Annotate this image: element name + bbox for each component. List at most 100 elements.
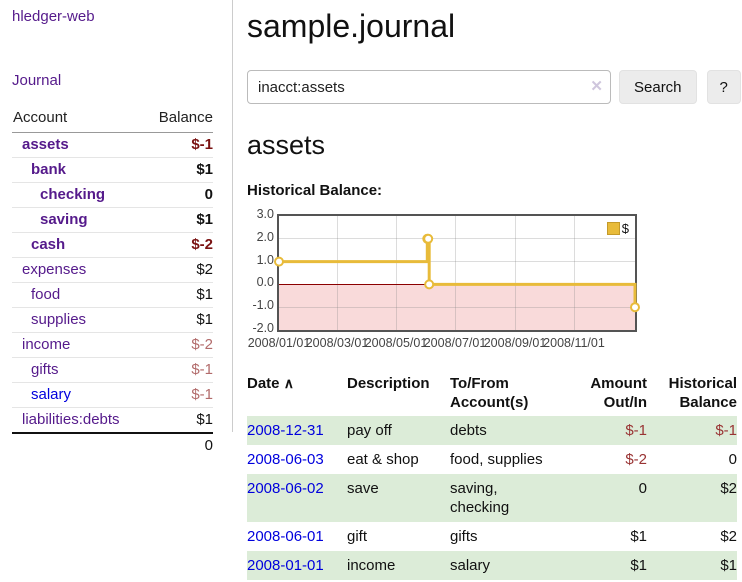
account-row-checking: checking 0 [12,182,213,208]
account-row-expenses: expenses $2 [12,257,213,283]
account-link-assets[interactable]: assets [22,136,69,153]
account-link-salary[interactable]: salary [31,386,72,403]
account-row-cash: cash $-2 [12,232,213,258]
gridline [455,216,456,330]
description-column-header: Description [347,375,430,392]
account-row-liabilities-debts: liabilities:debts $1 [12,407,213,434]
y-tick-label: 1.0 [256,253,274,267]
account-balance: $-1 [144,132,213,158]
accounts-total-row: 0 [12,432,213,458]
account-link-income[interactable]: income [22,336,71,353]
date-column-header: Date ∧ [247,375,294,392]
transaction-balance: $2 [647,474,737,522]
gridline [279,307,635,308]
search-input[interactable] [247,70,611,104]
main-content: sample.journal ✕ Search ? assets Histori… [247,0,742,580]
transaction-description: pay off [347,416,450,445]
app-title-link[interactable]: hledger-web [12,8,95,25]
sidebar: hledger-web Journal Account Balance asse… [0,0,233,458]
y-tick-label: 2.0 [256,230,274,244]
transaction-balance: $1 [647,551,737,580]
transaction-accounts: salary [450,551,562,580]
register-header-row: Date ∧ Description To/From Account(s) Am… [247,372,737,416]
account-link-cash[interactable]: cash [31,236,66,253]
account-link-expenses[interactable]: expenses [22,261,87,278]
transaction-balance: 0 [728,451,737,468]
chart-title: Historical Balance: [247,182,383,199]
sort-ascending-icon: ∧ [283,375,294,391]
transaction-accounts: saving, checking [450,474,562,522]
account-balance: $1 [144,407,213,434]
x-tick-label: 2008/01/01 [247,336,311,350]
account-link-bank[interactable]: bank [31,161,67,178]
balance-column-header: Balance [144,105,213,133]
transaction-date-link[interactable]: 2008-06-02 [247,480,324,497]
transaction-date-link[interactable]: 2008-06-03 [247,451,324,468]
account-column-header: Account [12,105,145,133]
account-link-food[interactable]: food [31,286,61,303]
gridline [574,216,575,330]
transaction-amount: 0 [562,474,647,522]
legend-swatch-icon [606,222,620,235]
historical-balance-chart: 3.0 2.0 1.0 0.0 -1.0 -2.0 $ 2008/01/01 2… [247,208,735,352]
sidebar-item-journal[interactable]: Journal [12,72,62,89]
register-table: Date ∧ Description To/From Account(s) Am… [247,372,737,580]
balance-line-svg [274,233,640,313]
account-balance: $1 [144,157,213,183]
clear-search-icon[interactable]: ✕ [590,78,603,95]
account-row-food: food $1 [12,282,213,308]
data-point-marker [274,256,284,267]
account-row-assets: assets $-1 [12,132,213,158]
transaction-date-link[interactable]: 2008-06-01 [247,528,324,545]
y-tick-label: -1.0 [252,298,274,312]
search-button[interactable]: Search [619,70,697,104]
account-row-bank: bank $1 [12,157,213,183]
transaction-amount: $1 [630,528,647,545]
account-row-income: income $-2 [12,332,213,358]
gridline [515,216,516,330]
account-balance: $-1 [144,357,213,383]
transaction-accounts: debts [450,416,562,445]
negative-region [279,284,635,330]
account-balance: $1 [144,207,213,233]
account-link-supplies[interactable]: supplies [31,311,87,328]
legend-label: $ [621,221,629,236]
account-row-salary: salary $-1 [12,382,213,408]
page-title: sample.journal [247,8,456,44]
accounts-balance-table: Account Balance assets $-1 bank $1 check… [12,105,213,458]
account-link-checking[interactable]: checking [40,186,106,203]
x-tick-label: 2008/05/01 [364,336,428,350]
chart-legend: $ [606,221,629,236]
accounts-column-header: To/From Account(s) [450,375,529,411]
account-balance: $1 [144,282,213,308]
data-point-marker [630,302,640,313]
account-balance: $1 [144,307,213,333]
transaction-date-link[interactable]: 2008-01-01 [247,557,324,574]
x-tick-label: 2008/11/01 [543,336,605,350]
account-balance: 0 [144,182,213,208]
help-button[interactable]: ? [706,70,741,104]
data-point-marker [423,233,434,244]
account-link-gifts[interactable]: gifts [31,361,59,378]
transaction-row: 2008-06-01 gift gifts $1 $2 [247,522,737,551]
account-link-liabilities-debts[interactable]: liabilities:debts [22,411,120,428]
transaction-amount: $-2 [625,451,647,468]
transaction-description: eat & shop [347,451,419,468]
account-balance: $2 [144,257,213,283]
account-balance: $-2 [144,232,213,258]
account-row-saving: saving $1 [12,207,213,233]
transaction-row: 2008-01-01 income salary $1 $1 [247,551,737,580]
transaction-amount: $1 [562,551,647,580]
x-tick-label: 2008/07/01 [423,336,487,350]
y-tick-label: -2.0 [252,321,274,335]
account-link-saving[interactable]: saving [40,211,88,228]
transaction-description: income [347,551,450,580]
transaction-amount: $-1 [562,416,647,445]
plot-area: $ [274,214,640,332]
gridline [279,238,635,239]
transaction-date-link[interactable]: 2008-12-31 [247,422,324,439]
y-tick-label: 3.0 [256,207,274,221]
account-heading: assets [247,130,326,160]
data-point-marker [424,279,435,290]
gridline [337,216,338,330]
